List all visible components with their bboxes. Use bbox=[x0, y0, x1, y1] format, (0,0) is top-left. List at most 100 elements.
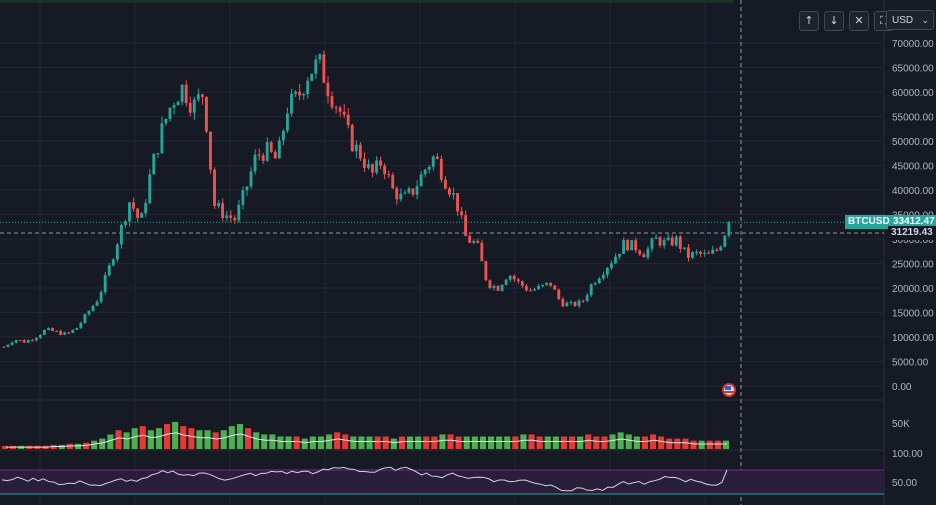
volume-bar bbox=[706, 440, 713, 449]
volume-bar bbox=[431, 436, 438, 449]
price-tick-label: 50000.00 bbox=[892, 137, 934, 148]
volume-bar bbox=[180, 426, 187, 449]
volume-bar bbox=[382, 436, 389, 449]
candle-body bbox=[496, 285, 500, 291]
candle-body bbox=[38, 334, 42, 338]
candle-body bbox=[391, 174, 395, 189]
candle-body bbox=[63, 332, 67, 335]
price-tick-label: 30000.00 bbox=[892, 235, 934, 246]
candle-body bbox=[172, 105, 176, 108]
candle-body bbox=[593, 283, 597, 285]
candle-body bbox=[407, 188, 411, 193]
volume-bar bbox=[83, 442, 90, 449]
currency-select[interactable]: USD ⌄ bbox=[886, 10, 934, 30]
volume-bar bbox=[293, 436, 300, 449]
candle-body bbox=[638, 250, 642, 255]
candle-body bbox=[30, 340, 34, 342]
candle-body bbox=[47, 328, 50, 330]
price-tick-label: 70000.00 bbox=[892, 39, 934, 50]
candle-body bbox=[237, 204, 241, 221]
candle-body bbox=[103, 275, 107, 293]
price-tick-label: 20000.00 bbox=[892, 284, 934, 295]
rsi-tick-label: 50.00 bbox=[892, 478, 917, 489]
volume-bar bbox=[285, 436, 292, 449]
volume-bar bbox=[74, 443, 81, 449]
volume-bar bbox=[374, 436, 381, 449]
us-flag-icon[interactable] bbox=[722, 383, 736, 397]
candle-body bbox=[533, 289, 536, 291]
candle-body bbox=[383, 165, 387, 175]
candle-body bbox=[273, 151, 277, 159]
candle-body bbox=[334, 107, 338, 109]
volume-bar bbox=[585, 434, 592, 449]
collapse-icon[interactable]: ✕ bbox=[849, 11, 869, 31]
volume-bar bbox=[560, 436, 567, 449]
candle-body bbox=[500, 284, 504, 291]
volume-bar bbox=[269, 434, 276, 449]
volume-bar bbox=[722, 440, 729, 449]
candle-body bbox=[79, 322, 83, 328]
candle-body bbox=[492, 285, 496, 288]
candle-body bbox=[91, 305, 95, 312]
volume-bar bbox=[245, 428, 252, 449]
volume-tick-label: 50K bbox=[892, 419, 910, 430]
candle-body bbox=[561, 298, 565, 307]
rsi-band bbox=[0, 470, 884, 494]
candle-body bbox=[573, 302, 577, 307]
volume-bar bbox=[366, 436, 373, 449]
candle-body bbox=[646, 248, 650, 258]
price-tick-label: 15000.00 bbox=[892, 309, 934, 320]
volume-bar bbox=[641, 436, 648, 449]
candle-body bbox=[354, 144, 358, 152]
candle-body bbox=[342, 111, 346, 115]
candle-body bbox=[358, 144, 362, 159]
candle-body bbox=[577, 300, 581, 307]
candle-body bbox=[512, 275, 516, 280]
candle-body bbox=[464, 215, 468, 236]
volume-bar bbox=[115, 430, 122, 449]
volume-bar bbox=[107, 434, 114, 449]
candle-body bbox=[225, 215, 229, 218]
volume-bar bbox=[674, 438, 681, 449]
candle-body bbox=[281, 130, 285, 141]
volume-bar bbox=[317, 436, 324, 449]
volume-bar bbox=[577, 436, 584, 449]
price-tick-label: 55000.00 bbox=[892, 113, 934, 124]
volume-bar bbox=[164, 424, 171, 449]
volume-bar bbox=[342, 434, 349, 449]
symbol-tag: BTCUSD bbox=[845, 215, 893, 229]
price-axis[interactable]: 70000.00 65000.00 60000.00 55000.00 50000.00… bbox=[892, 39, 934, 489]
volume-bar bbox=[512, 436, 519, 449]
candle-body bbox=[618, 253, 621, 257]
candle-body bbox=[115, 244, 119, 260]
candle-body bbox=[43, 329, 46, 335]
candle-body bbox=[51, 328, 54, 331]
arrow-down-icon[interactable]: ↓ bbox=[824, 11, 844, 31]
candle-body bbox=[144, 203, 148, 214]
rsi-tick-label: 100.00 bbox=[892, 449, 923, 460]
candle-body bbox=[630, 240, 634, 251]
volume-bar bbox=[569, 436, 576, 449]
candle-body bbox=[443, 179, 447, 189]
candle-body bbox=[581, 300, 585, 302]
price-tick-label: 45000.00 bbox=[892, 162, 934, 173]
candle-body bbox=[261, 155, 265, 161]
candle-body bbox=[524, 285, 528, 291]
candle-body bbox=[703, 252, 706, 254]
candle-body bbox=[472, 241, 476, 243]
candle-body bbox=[468, 235, 472, 243]
candle-body bbox=[658, 237, 662, 246]
volume-bar bbox=[447, 434, 454, 449]
volume-bar bbox=[91, 440, 98, 449]
candle-body bbox=[164, 119, 168, 124]
candle-body bbox=[205, 96, 208, 132]
candle-body bbox=[298, 91, 301, 96]
volume-bar bbox=[350, 436, 357, 449]
candle-body bbox=[674, 236, 678, 246]
candle-body bbox=[488, 280, 492, 288]
candle-body bbox=[541, 284, 544, 287]
arrow-up-icon[interactable]: ↑ bbox=[799, 11, 819, 31]
candle-body bbox=[395, 188, 399, 200]
candle-body bbox=[553, 285, 557, 290]
